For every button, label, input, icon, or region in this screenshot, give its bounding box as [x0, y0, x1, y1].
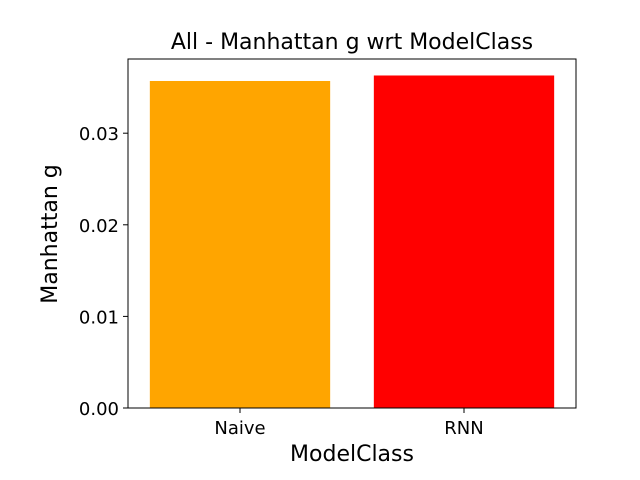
bar-naive [149, 80, 331, 408]
y-axis-title: Manhattan g [38, 164, 63, 303]
y-tick-label: 0.03 [79, 124, 119, 145]
chart-title: All - Manhattan g wrt ModelClass [171, 30, 533, 55]
plot-area: 0.00 0.01 0.02 0.03 Naive RNN [79, 58, 577, 439]
y-tick-label: 0.01 [79, 307, 119, 328]
x-axis-title: ModelClass [290, 442, 414, 467]
axes-frame [127, 58, 577, 409]
y-tick-label: 0.00 [79, 399, 119, 420]
bar-rnn [373, 75, 555, 408]
x-tick-label: Naive [214, 418, 265, 439]
y-tick-label: 0.02 [79, 216, 119, 237]
x-tick-label: RNN [444, 418, 483, 439]
